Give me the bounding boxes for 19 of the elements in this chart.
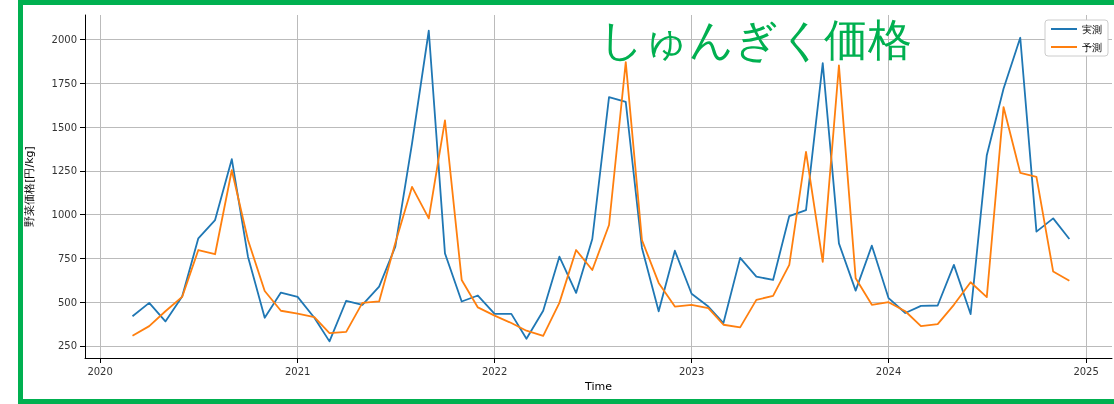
x-tick-label: 2024 xyxy=(875,365,902,377)
y-tick-label: 1500 xyxy=(51,121,77,133)
y-tick-label: 1250 xyxy=(51,165,77,177)
x-tick-label: 2025 xyxy=(1073,365,1099,377)
x-tick-label: 2021 xyxy=(284,365,311,377)
y-tick-label: 250 xyxy=(57,340,77,352)
y-tick-label: 1000 xyxy=(51,209,77,220)
y-tick-label: 500 xyxy=(57,296,77,308)
x-tick-label: 2023 xyxy=(678,365,705,377)
y-tick-label: 750 xyxy=(57,252,77,264)
legend-label: 実測 xyxy=(1082,23,1102,35)
legend-label: 予測 xyxy=(1082,41,1102,53)
x-tick-label: 2020 xyxy=(87,365,113,377)
chart-title: しゅんぎく価格 xyxy=(599,13,912,65)
x-tick-label: 2022 xyxy=(481,365,508,377)
y-tick-label: 2000 xyxy=(51,34,77,45)
y-axis-title: 野菜価格[円/kg] xyxy=(23,146,36,227)
y-tick-label: 1750 xyxy=(51,77,77,89)
x-axis-title: Time xyxy=(584,379,613,393)
